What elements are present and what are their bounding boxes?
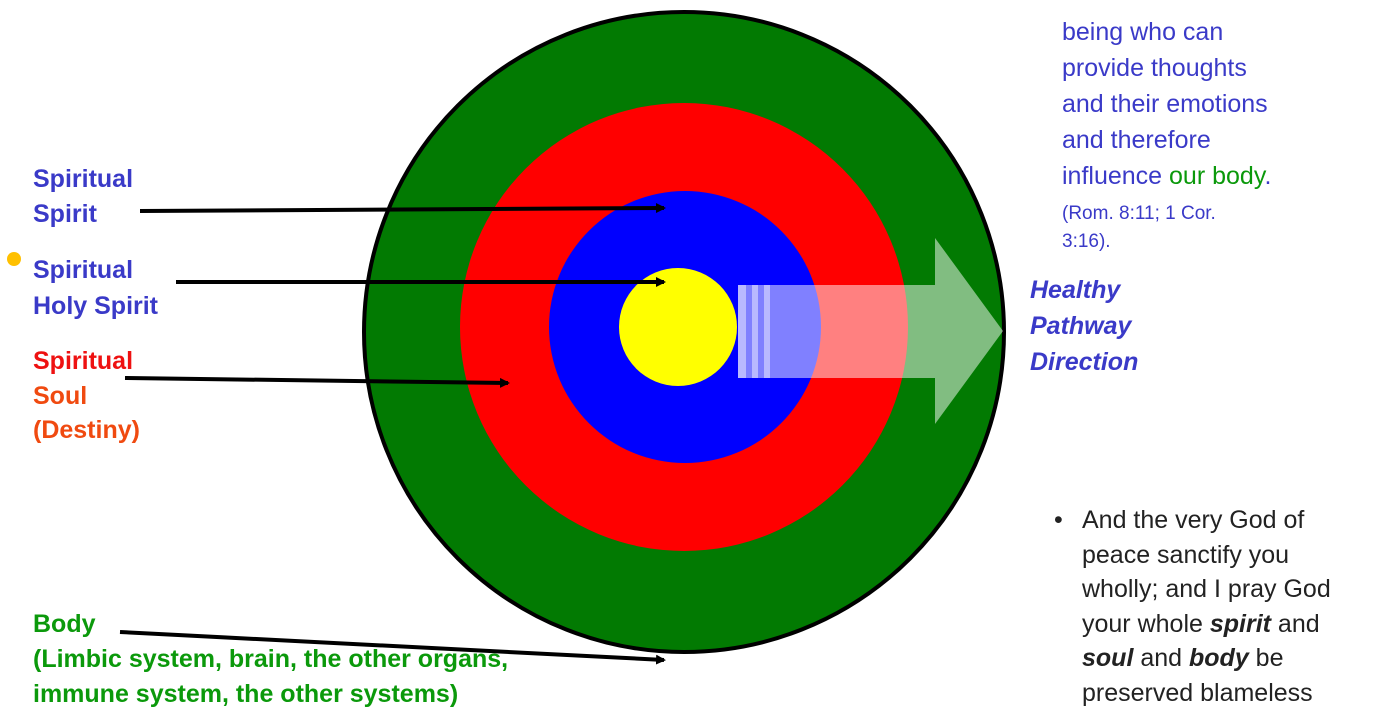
quote-line: soul and body be <box>1082 646 1284 671</box>
note-line: and their emotions <box>1062 90 1268 118</box>
holy-spirit-core <box>619 268 737 386</box>
quote-emphasis: soul <box>1082 644 1134 672</box>
arrow-stripe <box>738 285 746 378</box>
note-line: being who can <box>1062 18 1224 46</box>
bullet: • <box>1054 506 1063 534</box>
note-text: influence <box>1062 162 1170 190</box>
label-line: Body <box>33 610 96 638</box>
label-line: (Destiny) <box>33 416 140 444</box>
pointer-arrow <box>124 376 510 388</box>
quote-text: be <box>1248 644 1284 672</box>
pointer-arrow <box>139 203 666 214</box>
quote-text: and <box>1270 609 1320 638</box>
pathway-label: Direction <box>1030 348 1139 376</box>
pathway-label: Healthy <box>1030 276 1121 304</box>
note-highlight: our body <box>1169 162 1265 190</box>
pointer-arrow <box>119 630 666 665</box>
label-line: Soul <box>33 382 88 410</box>
bullet-dot <box>7 252 21 266</box>
quote-text: wholly; and I pray God <box>1082 575 1331 603</box>
label-line: Spiritual <box>33 165 134 193</box>
citation-line: 3:16). <box>1062 231 1111 252</box>
citation-line: (Rom. 8:11; 1 Cor. <box>1062 203 1216 224</box>
arrow-stripe <box>764 285 770 378</box>
label-line: Spiritual <box>33 347 134 375</box>
note-text: . <box>1264 162 1272 190</box>
quote-line: And the very God of <box>1082 508 1304 533</box>
note-line: and therefore <box>1062 126 1211 154</box>
label-line: immune system, the other systems) <box>33 680 459 708</box>
quote-text: And the very God of <box>1082 506 1305 534</box>
quote-line: preserved blameless <box>1082 678 1313 707</box>
note-line: influence our body. <box>1062 164 1271 189</box>
arrow-stripe <box>752 285 758 378</box>
label-line: (Limbic system, brain, the other organs, <box>33 645 509 673</box>
quote-text: and <box>1133 644 1190 672</box>
quote-line: peace sanctify you <box>1082 540 1290 569</box>
quote-line: your whole spirit and <box>1082 609 1320 638</box>
quote-text: your whole <box>1082 609 1210 638</box>
label-line: Holy Spirit <box>33 292 159 320</box>
quote-emphasis: spirit <box>1209 609 1271 638</box>
note-line: provide thoughts <box>1062 54 1247 82</box>
quote-text: peace sanctify you <box>1082 540 1290 569</box>
label-line: Spirit <box>33 200 97 228</box>
label-line: Spiritual <box>33 256 134 284</box>
pathway-label: Pathway <box>1030 312 1132 340</box>
quote-text: preserved blameless <box>1082 678 1313 707</box>
quote-line: wholly; and I pray God <box>1082 577 1331 602</box>
quote-emphasis: body <box>1189 644 1249 672</box>
pathway-arrow <box>738 238 1003 424</box>
